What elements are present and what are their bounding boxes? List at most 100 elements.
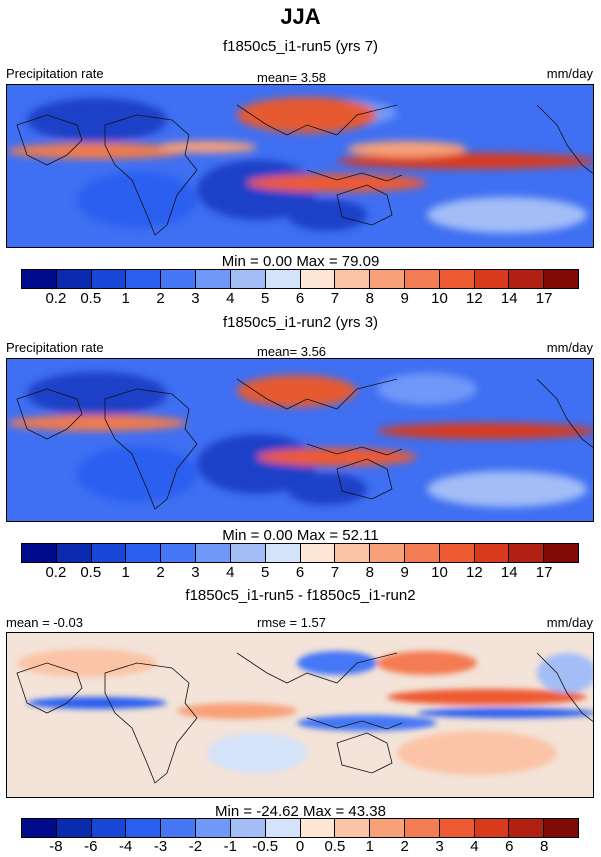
panel-1-mean-label: mean= 3.58 (257, 70, 327, 85)
colorbar-swatch (370, 819, 405, 837)
colorbar-tick-label: 10 (431, 290, 448, 307)
panel-1-units-label: mm/day (546, 66, 593, 81)
colorbar-swatch (126, 544, 162, 562)
map-canvas (7, 633, 593, 797)
colorbar-tick-label: 12 (466, 564, 483, 581)
colorbar-swatch (335, 544, 371, 562)
colorbar-swatch (474, 544, 510, 562)
colorbar-tick-label: 0.5 (324, 838, 346, 855)
colorbar-swatch (161, 819, 197, 837)
precip-map-run2 (6, 358, 594, 522)
colorbar-abs-1-ticks: 0.2 0.5 1 2 3 4 5 6 7 8 9 10 12 14 17 (21, 290, 579, 308)
colorbar-swatch (126, 270, 162, 288)
colorbar-tick-label: -2 (188, 838, 203, 855)
colorbar-tick-label: 7 (330, 290, 340, 307)
colorbar-tick-label: -3 (153, 838, 168, 855)
panel-3-minmax: Min = -24.62 Max = 43.38 (215, 803, 386, 820)
colorbar-swatch (91, 819, 127, 837)
colorbar-tick-label: 1 (365, 838, 374, 855)
colorbar-tick-label: 4 (226, 564, 235, 581)
map-canvas (7, 359, 593, 521)
colorbar-swatch (404, 270, 440, 288)
colorbar-swatch (161, 544, 197, 562)
colorbar-tick-label: 17 (535, 564, 553, 581)
colorbar-swatch (91, 544, 127, 562)
colorbar-swatch (300, 544, 336, 562)
colorbar-swatch (404, 819, 440, 837)
colorbar-swatch (439, 544, 475, 562)
colorbar-swatch (509, 270, 545, 288)
colorbar-tick-label: 4 (226, 290, 235, 307)
colorbar-swatch (265, 819, 301, 837)
colorbar-tick-label: 5 (260, 564, 270, 581)
colorbar-tick-label: 14 (500, 564, 518, 581)
colorbar-tick-label: 0.2 (45, 290, 67, 307)
colorbar-swatch (509, 544, 545, 562)
colorbar-tick-label: 8 (365, 290, 374, 307)
colorbar-swatch (56, 544, 92, 562)
map-canvas (7, 85, 593, 247)
colorbar-tick-label: 10 (431, 564, 448, 581)
colorbar-swatch (56, 270, 92, 288)
colorbar-tick-label: 6 (295, 290, 305, 307)
precip-map-run5 (6, 84, 594, 248)
precip-diff-map (6, 632, 594, 798)
panel-3-rmse-label: rmse = 1.57 (257, 615, 327, 630)
colorbar-swatch (196, 819, 231, 837)
colorbar-tick-label: 2 (156, 290, 165, 307)
panel-3-units-label: mm/day (546, 615, 593, 630)
colorbar-swatch (300, 819, 336, 837)
colorbar-tick-label: -1 (223, 838, 237, 855)
colorbar-swatch (439, 819, 475, 837)
colorbar-swatch (56, 819, 92, 837)
colorbar-swatch (335, 819, 371, 837)
colorbar-diff-ticks: -8 -6 -4 -3 -2 -1 -0.5 0 0.5 1 2 3 4 6 8 (21, 838, 579, 856)
colorbar-tick-label: 2 (400, 838, 409, 855)
panel-2-mean-label: mean= 3.56 (257, 344, 327, 359)
panel-3-title: f1850c5_i1-run5 - f1850c5_i1-run2 (185, 587, 416, 604)
panel-3-mean-label: mean = -0.03 (6, 615, 83, 630)
panel-2-units-label: mm/day (546, 340, 593, 355)
colorbar-tick-label: 2 (156, 564, 165, 581)
panel-2-minmax: Min = 0.00 Max = 52.11 (222, 527, 379, 544)
colorbar-tick-label: -6 (84, 838, 98, 855)
colorbar-tick-label: -4 (118, 838, 133, 855)
colorbar-tick-label: 8 (539, 838, 549, 855)
colorbar-tick-label: 1 (121, 564, 130, 581)
colorbar-swatch (300, 270, 336, 288)
colorbar-swatch (370, 544, 405, 562)
colorbar-tick-label: 0.2 (45, 564, 67, 581)
colorbar-tick-label: 6 (295, 564, 305, 581)
colorbar-swatch (91, 270, 127, 288)
colorbar-tick-label: 0.5 (80, 290, 102, 307)
colorbar-swatch (265, 270, 301, 288)
colorbar-swatch (370, 270, 405, 288)
colorbar-tick-label: 14 (500, 290, 518, 307)
colorbar-abs-2 (21, 543, 579, 563)
colorbar-swatch (22, 270, 57, 288)
colorbar-swatch (544, 270, 578, 288)
colorbar-tick-label: -8 (49, 838, 63, 855)
colorbar-swatch (230, 544, 266, 562)
panel-2-left-label: Precipitation rate (6, 340, 104, 355)
colorbar-tick-label: 0.5 (80, 564, 102, 581)
panel-2-title: f1850c5_i1-run2 (yrs 3) (222, 314, 379, 331)
colorbar-tick-label: 8 (365, 564, 374, 581)
colorbar-diff (21, 818, 579, 838)
colorbar-tick-label: 4 (470, 838, 479, 855)
colorbar-swatch (161, 270, 197, 288)
colorbar-tick-label: 0 (295, 838, 305, 855)
colorbar-swatch (439, 270, 475, 288)
colorbar-tick-label: 3 (191, 290, 200, 307)
colorbar-swatch (474, 270, 510, 288)
colorbar-tick-label: 3 (191, 564, 200, 581)
panel-1-minmax: Min = 0.00 Max = 79.09 (221, 253, 380, 270)
colorbar-tick-label: 1 (121, 290, 130, 307)
colorbar-tick-label: 9 (400, 290, 409, 307)
colorbar-swatch (196, 544, 231, 562)
colorbar-swatch (230, 270, 266, 288)
colorbar-abs-2-ticks: 0.2 0.5 1 2 3 4 5 6 7 8 9 10 12 14 17 (21, 564, 579, 582)
colorbar-swatch (22, 819, 57, 837)
colorbar-swatch (474, 819, 510, 837)
colorbar-tick-label: 12 (466, 290, 483, 307)
